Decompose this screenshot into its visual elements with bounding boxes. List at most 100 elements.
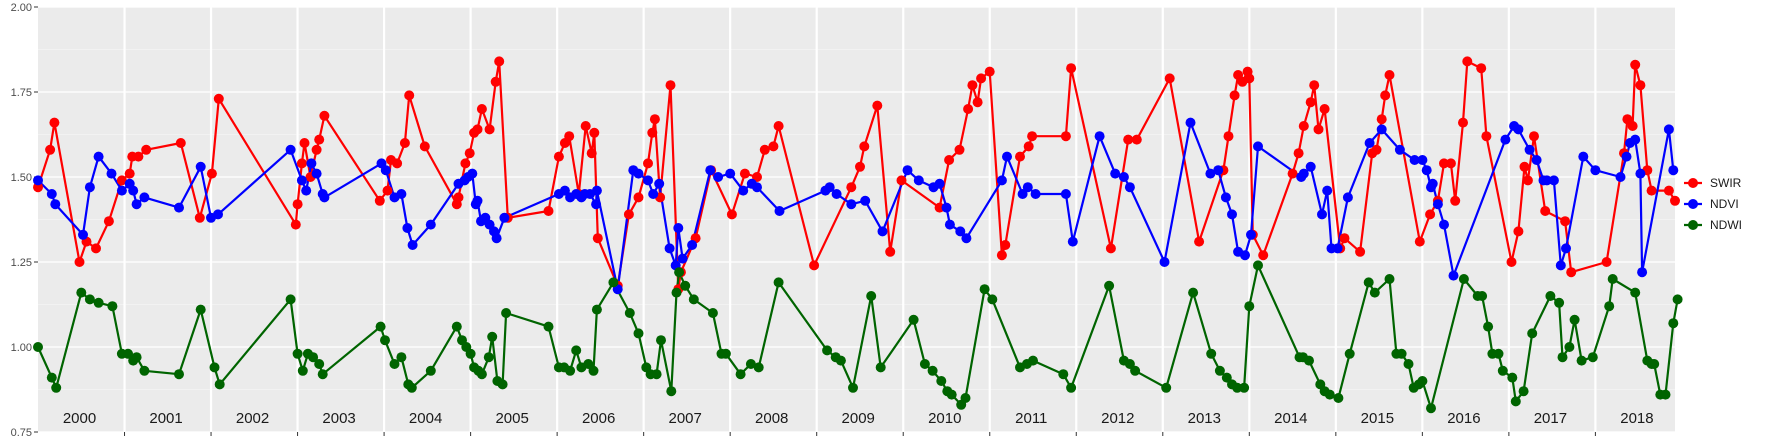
data-point-ndwi [139,365,150,376]
data-point-ndwi [735,369,746,380]
legend: SWIR NDVI NDWI [1684,176,1742,232]
data-point-ndwi [565,365,576,376]
data-point-ndvi [195,161,206,172]
data-point-swir [1355,246,1366,257]
data-point-ndvi [380,165,391,176]
data-point-ndwi [680,280,691,291]
data-point-ndvi [877,226,888,237]
data-point-swir [773,121,784,131]
data-point-ndwi [1304,355,1314,366]
data-point-ndvi [425,219,436,230]
data-point-ndvi [131,199,142,210]
data-point-swir [1566,267,1577,278]
data-point-ndwi [501,308,512,318]
data-point-ndvi [996,175,1007,186]
data-point-swir [665,80,676,91]
data-point-swir [49,117,60,128]
data-point-swir [1513,226,1524,237]
data-point-ndvi [1240,250,1250,261]
data-point-swir [472,124,483,135]
data-point-ndvi [407,240,418,250]
data-point-swir [553,151,564,162]
data-point-ndvi [705,165,716,176]
data-point-ndvi [1022,182,1033,193]
data-point-ndwi [1607,274,1618,284]
data-point-ndvi [559,185,570,196]
data-point-swir [633,192,644,203]
data-point-swir [896,175,907,186]
data-point-swir [967,80,978,91]
data-point-ndwi [292,348,303,359]
data-point-ndvi [1017,189,1028,199]
data-point-swir [419,141,430,152]
data-point-swir [319,110,330,121]
data-point-swir [133,151,144,162]
data-point-ndwi [1569,314,1580,325]
data-point-swir [1223,131,1234,142]
data-point-swir [1439,158,1449,169]
data-point-ndvi [1663,124,1674,135]
data-point-ndvi [1432,199,1443,210]
year-labels: 2000 2001 2002 2003 2004 2005 2006 2007 2008 2009… [63,410,1654,427]
data-point-ndwi [483,352,494,363]
data-point-ndvi [128,185,139,196]
data-point-ndwi [107,301,118,312]
data-point-ndwi [1206,348,1217,359]
data-point-ndwi [93,297,104,308]
data-point-swir [589,127,600,138]
data-point-ndvi [467,168,478,179]
data-point-ndvi [1635,168,1646,179]
legend-key-point [1688,220,1698,230]
data-point-swir [1540,206,1551,216]
data-point-ndwi [720,348,731,359]
data-point-swir [1371,144,1382,155]
data-point-ndvi [1317,209,1327,220]
year-label: 2003 [322,410,355,427]
data-point-ndwi [666,386,677,397]
data-point-swir [1646,185,1657,196]
data-point-ndvi [1578,151,1589,162]
data-point-swir [494,56,505,67]
data-point-ndwi [1130,365,1141,376]
data-point-ndvi [752,182,762,193]
data-point-ndwi [979,284,990,295]
data-point-ndwi [375,321,386,332]
data-point-swir [1105,243,1116,254]
year-label: 2014 [1274,410,1307,427]
y-axis: 0.75 1.00 1.25 1.50 1.75 2.00 [11,2,1596,439]
year-label: 2005 [495,410,528,427]
data-point-ndvi [1531,155,1542,165]
data-point-swir [1309,80,1320,91]
data-point-ndvi [1002,151,1012,162]
data-point-ndwi [1384,274,1395,284]
data-point-swir [846,182,857,193]
data-point-ndwi [76,287,87,298]
data-point-ndwi [1417,376,1428,386]
data-point-ndvi [1417,155,1428,165]
data-point-swir [484,124,495,135]
data-point-swir [1458,117,1468,128]
data-point-swir [292,199,303,210]
data-point-ndwi [497,379,508,390]
data-point-swir [739,168,750,179]
data-point-ndvi [1376,124,1387,135]
data-point-swir [580,121,591,131]
data-point-ndvi [643,175,653,186]
y-tick-label: 2.00 [11,2,32,14]
data-point-swir [1627,121,1638,131]
data-point-swir [399,138,410,148]
data-point-ndwi [688,294,699,305]
data-point-swir [1066,63,1077,74]
data-point-swir [1414,236,1425,247]
data-point-ndwi [1545,291,1556,301]
data-point-ndwi [745,359,756,369]
data-point-ndvi [846,199,857,210]
year-label: 2018 [1620,410,1653,427]
year-label: 2010 [928,410,961,427]
data-point-ndvi [1409,155,1420,165]
data-point-ndwi [1630,287,1641,298]
data-point-swir [1522,175,1533,186]
data-point-swir [726,209,737,220]
data-point-swir [374,195,385,206]
data-point-ndvi [285,144,296,155]
